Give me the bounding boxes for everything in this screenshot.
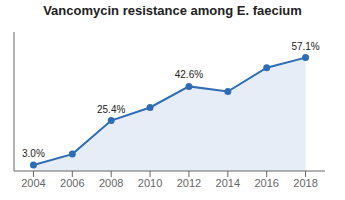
svg-text:3.0%: 3.0%	[22, 148, 45, 159]
svg-text:2016: 2016	[254, 177, 278, 189]
svg-text:2018: 2018	[293, 177, 317, 189]
svg-text:2008: 2008	[99, 177, 123, 189]
svg-text:2014: 2014	[216, 177, 240, 189]
svg-text:2006: 2006	[60, 177, 84, 189]
svg-text:2010: 2010	[138, 177, 162, 189]
svg-text:2004: 2004	[21, 177, 45, 189]
svg-text:2012: 2012	[177, 177, 201, 189]
svg-text:57.1%: 57.1%	[291, 41, 319, 52]
html-text:Vancomycin resistance among E.: Vancomycin resistance among E. faecium	[43, 3, 302, 18]
svg-text:42.6%: 42.6%	[175, 69, 203, 80]
svg-text:25.4%: 25.4%	[97, 104, 125, 115]
